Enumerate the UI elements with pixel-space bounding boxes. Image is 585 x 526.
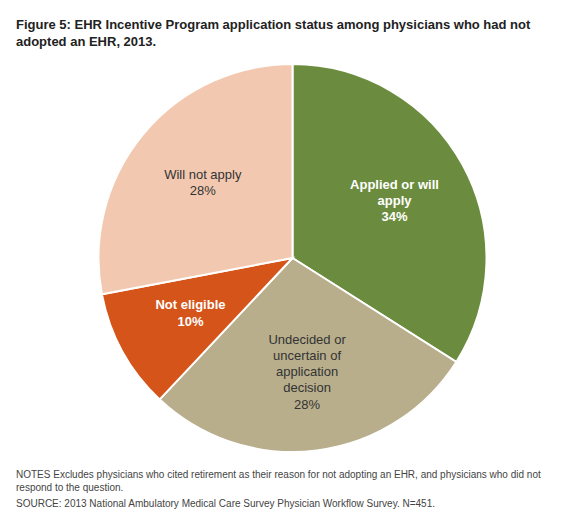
chart: Figure 5: EHR Incentive Program applicat… (0, 0, 585, 526)
data-label: 34% (381, 209, 407, 224)
note: SOURCE: 2013 National Ambulatory Medical… (16, 498, 435, 509)
data-label: 28% (190, 183, 216, 198)
slices (98, 64, 486, 452)
labels: Applied or willapply34% Undecided oruncer… (155, 167, 438, 412)
slice (98, 64, 292, 294)
slice-label: Undecided oruncertain ofapplicationdecis… (268, 333, 346, 396)
chart-container: Figure 5: EHR Incentive Program applicat… (0, 0, 585, 526)
title: Figure 5: EHR Incentive Program applicat… (16, 17, 531, 49)
slice-label: Will not apply (164, 167, 242, 182)
slice-label: Not eligible (155, 298, 225, 313)
note: NOTES Excludes physicians who cited reti… (16, 469, 541, 493)
slice-label: Applied or willapply (350, 177, 439, 208)
data-label: 28% (294, 397, 320, 412)
data-label: 10% (177, 314, 203, 329)
